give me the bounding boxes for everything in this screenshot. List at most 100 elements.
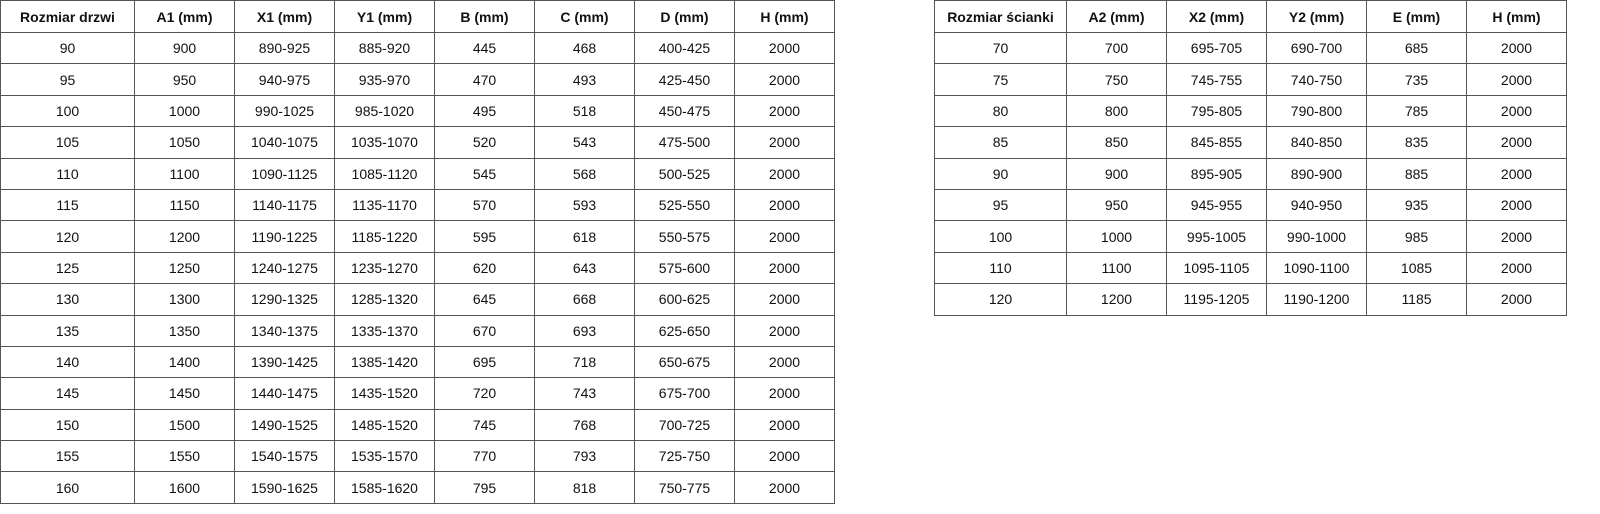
table-row: 125 1250 1240-1275 1235-1270 620 643 575-600 20… [0, 251, 835, 285]
table-cell: 1040-1075 [234, 126, 335, 159]
table-body: 70 700 695-705 690-700 685 2000 75 750 745-755 74… [934, 31, 1567, 316]
table-cell: 2000 [1466, 63, 1567, 96]
table-cell: 1050 [134, 126, 235, 159]
table-cell: 1035-1070 [334, 126, 435, 159]
table-cell: 1200 [134, 220, 235, 253]
table-row: 120 1200 1190-1225 1185-1220 595 618 550-575 20… [0, 220, 835, 253]
table-cell: 945-955 [1166, 188, 1267, 222]
table-cell: 620 [434, 251, 535, 285]
table-cell: 1300 [134, 283, 235, 316]
table-cell: 1085-1120 [334, 157, 435, 190]
table-cell: 525-550 [634, 188, 735, 222]
table-cell: 2000 [1466, 283, 1567, 316]
column-header: A1 (mm) [134, 0, 235, 33]
table-cell: 600-625 [634, 283, 735, 316]
table-cell: 1185-1220 [334, 220, 435, 253]
table-cell: 985-1020 [334, 94, 435, 128]
wall-dimensions-table: Rozmiar ścianki A2 (mm) X2 (mm) Y2 (mm) E (m… [934, 0, 1567, 316]
table-row: 100 1000 990-1025 985-1020 495 518 450-475 2000 [0, 94, 835, 128]
table-cell: 1235-1270 [334, 251, 435, 285]
table-cell: 568 [534, 157, 635, 190]
table-cell: 493 [534, 63, 635, 96]
table-cell: 1285-1320 [334, 283, 435, 316]
column-header: Y2 (mm) [1266, 0, 1367, 33]
table-cell: 768 [534, 408, 635, 442]
table-cell: 985 [1366, 220, 1467, 253]
table-cell: 1085 [1366, 251, 1467, 285]
table-cell: 2000 [1466, 157, 1567, 190]
table-cell: 1290-1325 [234, 283, 335, 316]
table-cell: 935 [1366, 188, 1467, 222]
table-cell: 625-650 [634, 314, 735, 347]
table-row: 110 1100 1095-1105 1090-1100 1085 2000 [934, 251, 1567, 285]
table-cell: 593 [534, 188, 635, 222]
table-cell: 570 [434, 188, 535, 222]
table-cell: 2000 [734, 471, 835, 504]
table-row: 140 1400 1390-1425 1385-1420 695 718 650-675 20… [0, 345, 835, 379]
table-cell: 1240-1275 [234, 251, 335, 285]
table-cell: 1485-1520 [334, 408, 435, 442]
table-cell: 2000 [734, 314, 835, 347]
table-cell: 1450 [134, 377, 235, 410]
table-cell: 850 [1066, 126, 1167, 159]
table-row: 105 1050 1040-1075 1035-1070 520 543 475-500 20… [0, 126, 835, 159]
column-header: C (mm) [534, 0, 635, 33]
table-cell: 2000 [734, 157, 835, 190]
table-cell: 2000 [734, 251, 835, 285]
table-cell: 645 [434, 283, 535, 316]
table-cell: 725-750 [634, 440, 735, 473]
column-header: D (mm) [634, 0, 735, 33]
table-cell: 543 [534, 126, 635, 159]
table-cell: 1185 [1366, 283, 1467, 316]
table-cell: 1090-1125 [234, 157, 335, 190]
table-cell: 1150 [134, 188, 235, 222]
table-cell: 468 [534, 31, 635, 65]
table-cell: 2000 [1466, 220, 1567, 253]
table-cell: 720 [434, 377, 535, 410]
table-cell: 1490-1525 [234, 408, 335, 442]
table-cell: 795 [434, 471, 535, 504]
table-cell: 795-805 [1166, 94, 1267, 128]
table-cell: 450-475 [634, 94, 735, 128]
table-cell: 890-925 [234, 31, 335, 65]
table-row: 145 1450 1440-1475 1435-1520 720 743 675-700 20… [0, 377, 835, 410]
table-row: 130 1300 1290-1325 1285-1320 645 668 600-625 20… [0, 283, 835, 316]
table-cell: 95 [0, 63, 135, 96]
table-cell: 70 [934, 31, 1067, 65]
column-header: X1 (mm) [234, 0, 335, 33]
table-cell: 150 [0, 408, 135, 442]
table-cell: 75 [934, 63, 1067, 96]
table-row: 160 1600 1590-1625 1585-1620 795 818 750-775 20… [0, 471, 835, 504]
table-cell: 155 [0, 440, 135, 473]
table-cell: 650-675 [634, 345, 735, 379]
table-cell: 2000 [1466, 126, 1567, 159]
table-cell: 1190-1200 [1266, 283, 1367, 316]
column-header: Rozmiar drzwi [0, 0, 135, 33]
table-cell: 100 [934, 220, 1067, 253]
table-cell: 995-1005 [1166, 220, 1267, 253]
table-cell: 2000 [1466, 94, 1567, 128]
table-cell: 800 [1066, 94, 1167, 128]
table-row: 70 700 695-705 690-700 685 2000 [934, 31, 1567, 65]
table-cell: 2000 [734, 377, 835, 410]
table-cell: 495 [434, 94, 535, 128]
table-cell: 693 [534, 314, 635, 347]
table-cell: 1590-1625 [234, 471, 335, 504]
table-cell: 793 [534, 440, 635, 473]
table-cell: 718 [534, 345, 635, 379]
table-cell: 695-705 [1166, 31, 1267, 65]
table-cell: 750-775 [634, 471, 735, 504]
table-cell: 575-600 [634, 251, 735, 285]
table-cell: 80 [934, 94, 1067, 128]
table-cell: 1100 [1066, 251, 1167, 285]
table-cell: 1385-1420 [334, 345, 435, 379]
table-cell: 520 [434, 126, 535, 159]
table-cell: 745 [434, 408, 535, 442]
table-cell: 1440-1475 [234, 377, 335, 410]
table-cell: 1190-1225 [234, 220, 335, 253]
table-cell: 845-855 [1166, 126, 1267, 159]
column-header: H (mm) [734, 0, 835, 33]
table-cell: 2000 [734, 283, 835, 316]
table-cell: 1140-1175 [234, 188, 335, 222]
table-cell: 135 [0, 314, 135, 347]
